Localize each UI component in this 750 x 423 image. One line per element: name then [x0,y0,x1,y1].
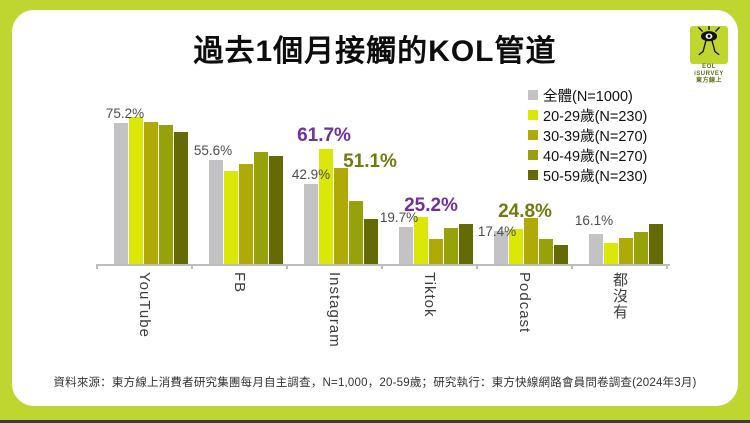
axis-tick [666,264,668,269]
legend-swatch-icon [528,150,538,160]
axis-tick [571,264,573,269]
brand-logo-text: EOL iSURVEY 東方線上 [694,64,724,84]
bar-FB-1 [224,171,238,264]
bar-YouTube-0 [114,123,128,264]
axis-tick [286,264,288,269]
bar-FB-2 [239,164,253,264]
axis-tick [191,264,193,269]
category-label-Podcast: Podcast [477,272,572,333]
eye-mascot-icon [692,25,726,65]
bar-都沒有-1 [604,242,618,264]
category-label-Tiktok: Tiktok [382,272,477,317]
legend-swatch-icon [528,90,538,100]
bar-FB-3 [254,151,268,264]
bar-chart-plot-area: 75.2% 55.6% 42.9% 61.7% 51.1% 19.7% 25.2% 17.4%… [96,104,670,269]
bar-YouTube-2 [144,122,158,264]
value-label-248: 24.8% [498,200,552,222]
category-label-text: Instagram [326,272,343,348]
chart-legend: 全體(N=1000) 20-29歲(N=230) 30-39歲(N=270) 40-4… [528,85,647,185]
value-label-511: 51.1% [343,151,397,173]
bar-Podcast-1 [509,229,523,264]
value-label-556: 55.6% [193,142,233,158]
bar-都沒有-2 [619,238,633,264]
bar-都沒有-3 [634,231,648,264]
axis-tick [96,264,98,269]
bottom-edge-line [0,420,750,423]
legend-label: 30-39歲(N=270) [543,128,648,145]
bar-都沒有-4 [649,224,663,264]
legend-label: 全體(N=1000) [543,88,633,105]
value-label-252: 25.2% [404,194,458,216]
category-label-text: Tiktok [421,272,438,318]
bar-Instagram-0 [304,183,318,264]
category-label-都沒有: 都沒有 [572,272,667,320]
axis-tick [476,264,478,269]
value-label-617: 61.7% [297,124,351,146]
bar-Tiktok-0 [399,227,413,264]
bar-Instagram-3 [349,200,363,264]
brand-logo: EOL iSURVEY 東方線上 [686,25,732,85]
value-label-752: 75.2% [105,106,145,122]
legend-item: 50-59歲(N=230) [528,165,647,185]
value-label-174: 17.4% [477,224,517,240]
bar-YouTube-4 [174,131,188,264]
source-note: 資料來源：東方線上消費者研究集團每月自主調查，N=1,000，20-59歲；研究… [53,377,697,389]
x-axis-line [96,264,670,266]
value-label-197: 19.7% [379,210,419,226]
bar-Instagram-4 [364,218,378,264]
bar-Tiktok-4 [459,224,473,264]
x-axis-category-labels: YouTube FB Instagram Tiktok Podcast 都沒有 [97,272,667,364]
legend-label: 20-29歲(N=230) [543,108,648,125]
legend-item: 30-39歲(N=270) [528,125,647,145]
bar-都沒有-0 [589,233,603,264]
bar-FB-4 [269,155,283,264]
page-title: 過去1個月接觸的KOL管道 [193,35,557,68]
value-label-161: 16.1% [574,212,614,228]
bar-FB-0 [209,160,223,264]
category-label-text: YouTube [136,272,153,338]
category-label-text: 都沒有 [611,272,628,320]
category-label-Instagram: Instagram [287,272,382,348]
bar-Instagram-2 [334,168,348,264]
bar-Tiktok-2 [429,238,443,264]
bar-Tiktok-1 [414,216,428,264]
category-label-text: FB [231,272,248,294]
legend-item: 20-29歲(N=230) [528,105,647,125]
bar-Podcast-2 [524,217,538,264]
legend-swatch-icon [528,170,538,180]
legend-item: 全體(N=1000) [528,85,647,105]
bar-YouTube-1 [129,116,143,264]
brand-logo-box [690,25,728,65]
bar-Instagram-1 [319,148,333,264]
bar-Podcast-3 [539,239,553,264]
bar-Tiktok-3 [444,228,458,264]
legend-swatch-icon [528,130,538,140]
legend-label: 50-59歲(N=230) [543,168,648,185]
bar-Podcast-0 [494,231,508,264]
category-label-YouTube: YouTube [97,272,192,338]
legend-item: 40-49歲(N=270) [528,145,647,165]
category-label-FB: FB [192,272,287,293]
legend-swatch-icon [528,110,538,120]
bar-Podcast-4 [554,244,568,264]
legend-label: 40-49歲(N=270) [543,148,648,165]
axis-tick [381,264,383,269]
value-label-429: 42.9% [291,166,331,182]
bar-YouTube-3 [159,125,173,264]
category-label-text: Podcast [516,272,533,334]
